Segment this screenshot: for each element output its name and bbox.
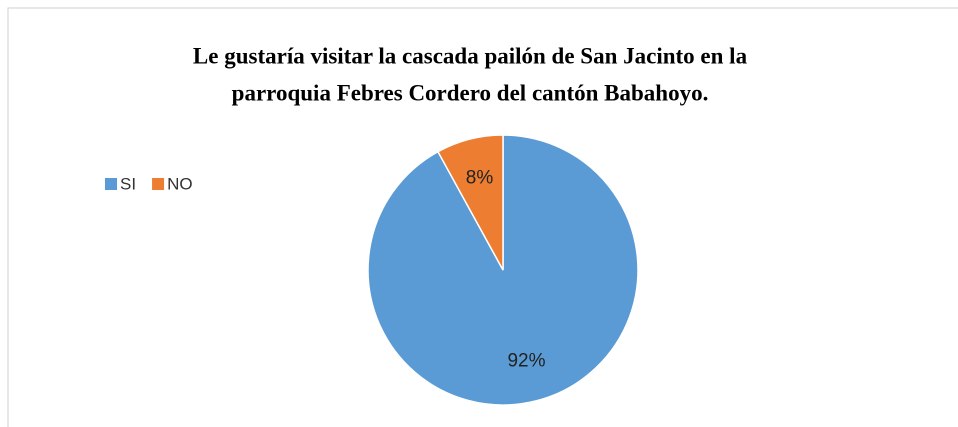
pie-slice	[436, 134, 504, 271]
data-label: 92%	[507, 351, 545, 372]
chart-title: Le gustaría visitar la cascada pailón de…	[193, 43, 748, 68]
data-label: 8%	[466, 167, 494, 188]
legend-swatch	[152, 178, 165, 190]
chart-frame	[7, 7, 958, 427]
chart-title: parroquia Febres Cordero del cantón Baba…	[232, 80, 709, 105]
legend-swatch	[105, 178, 117, 190]
legend-label: SI	[120, 174, 136, 193]
legend-label: NO	[167, 174, 193, 193]
